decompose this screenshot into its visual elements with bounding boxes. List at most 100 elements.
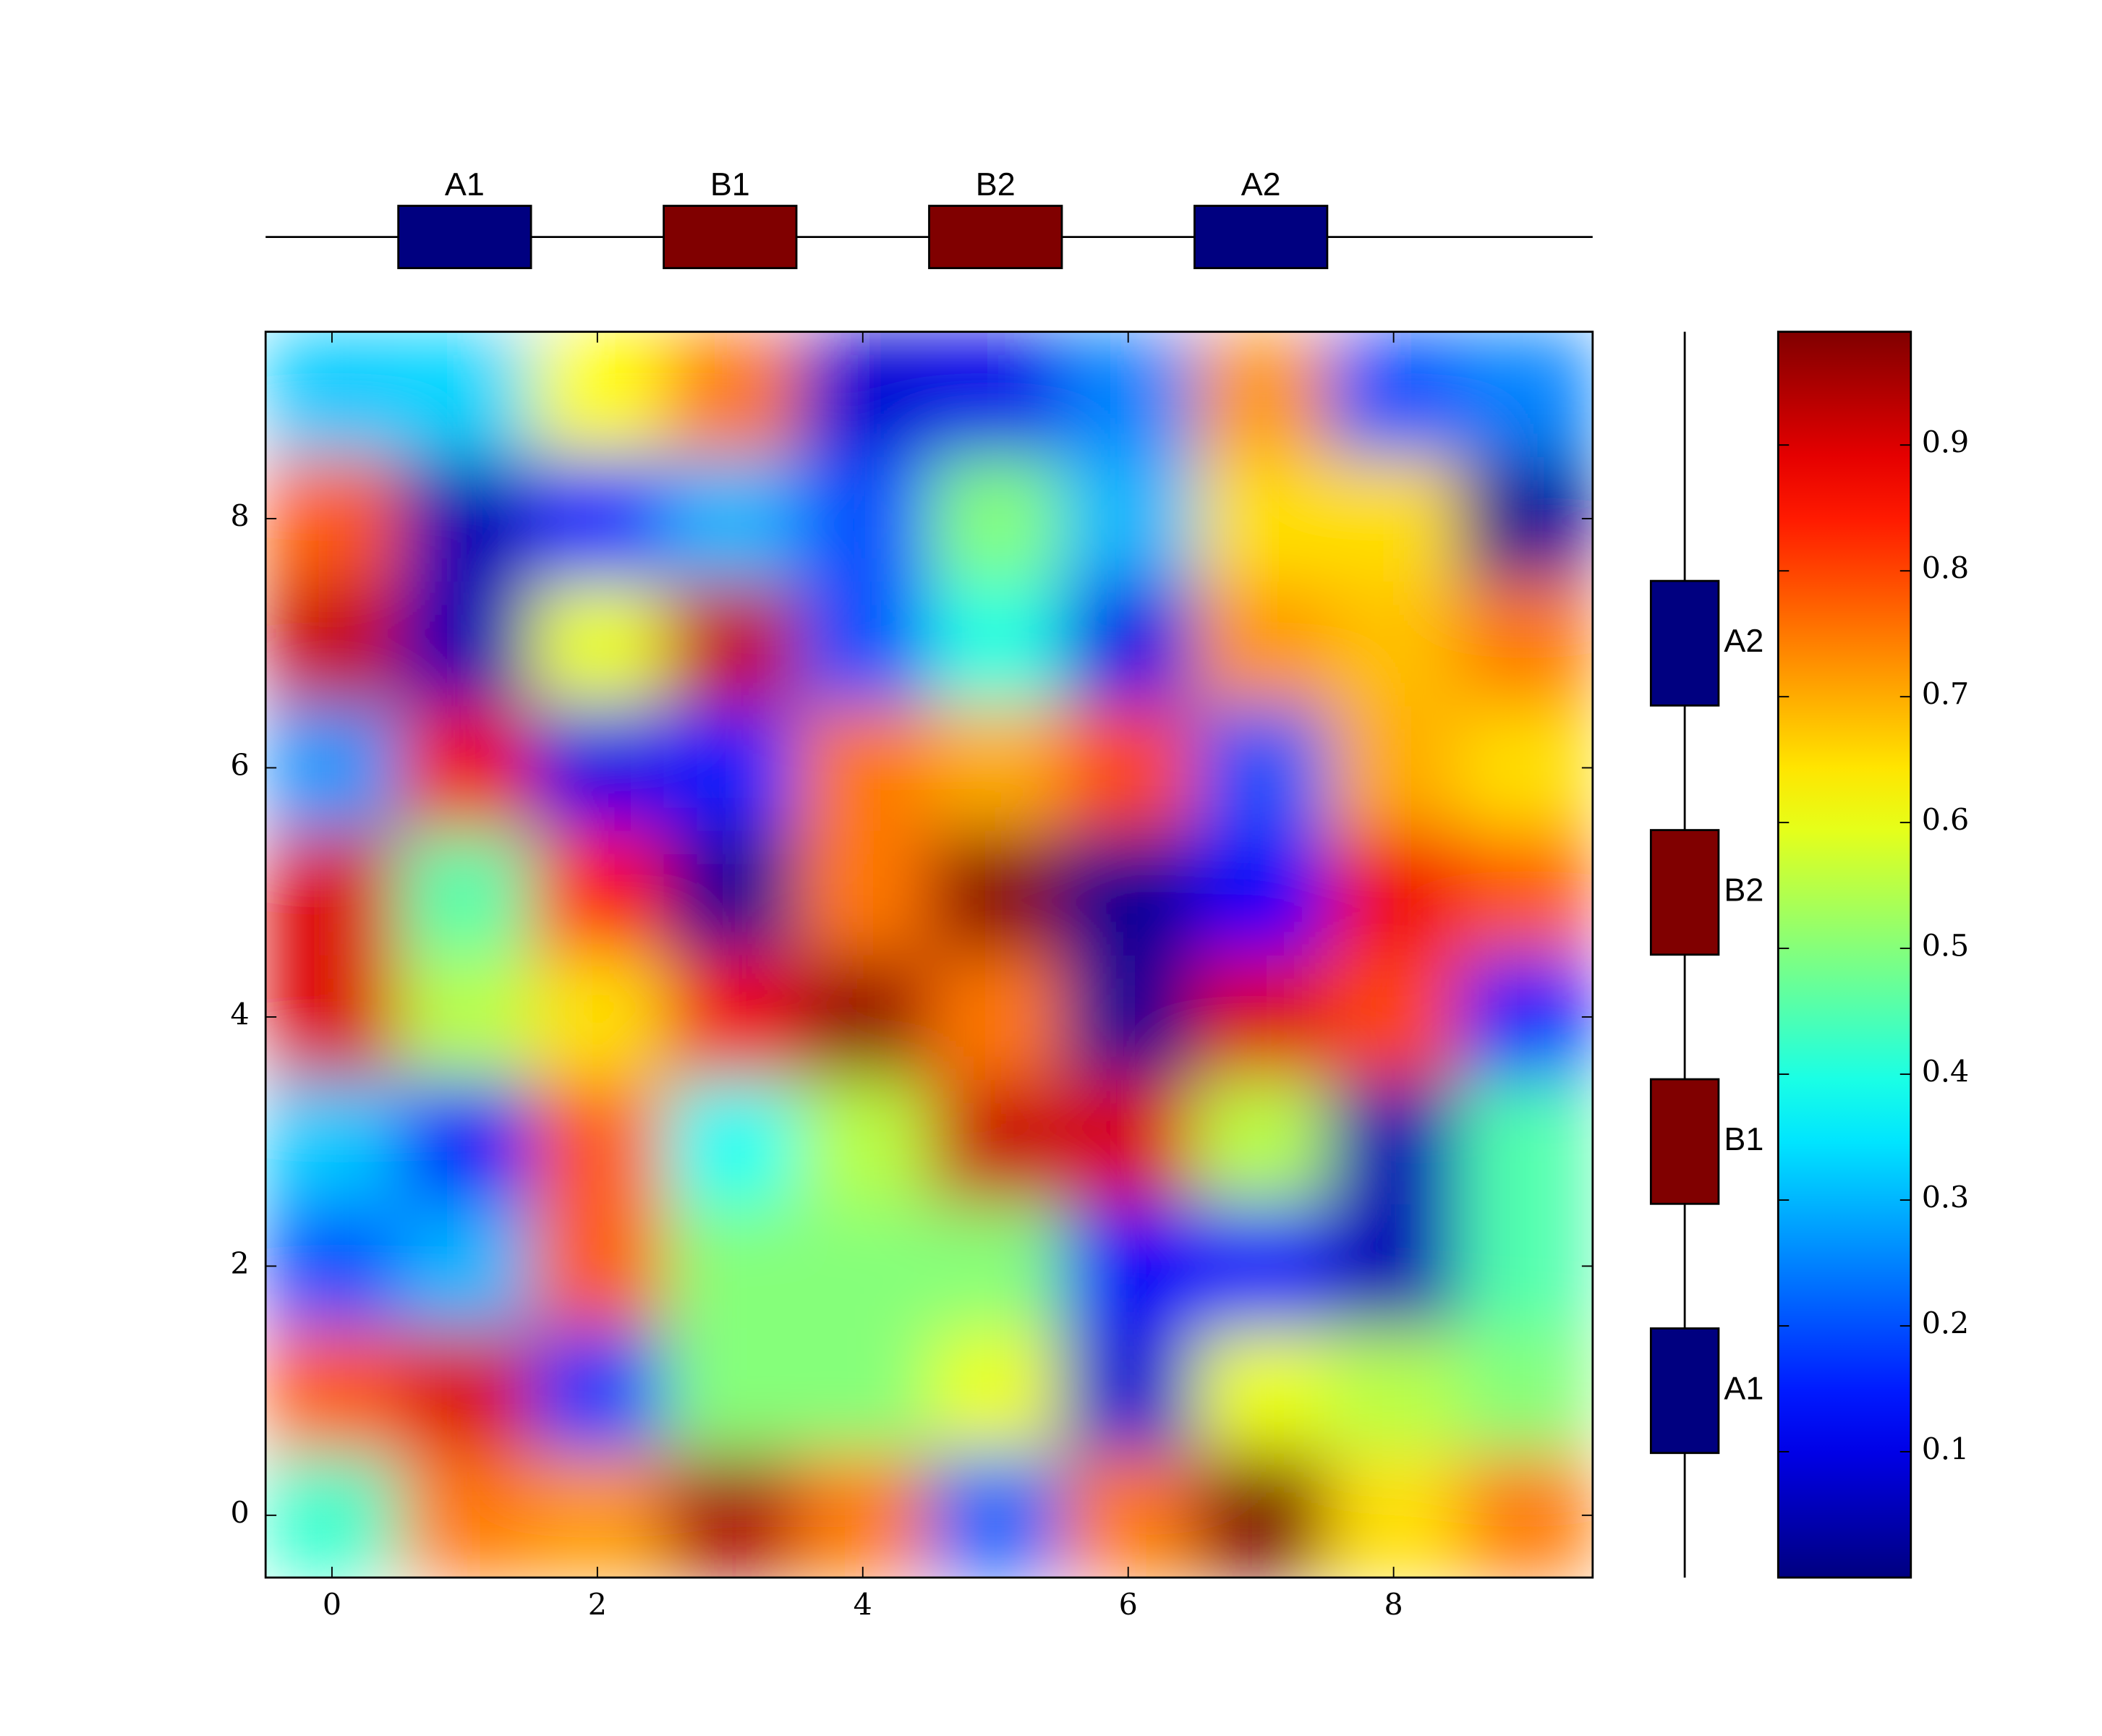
heat-cell [796,581,930,707]
right-segment-label: B1 [1724,1120,1763,1157]
right-segment-label: A2 [1724,622,1763,659]
heat-cell [398,1452,532,1578]
heat-cell [1194,456,1328,582]
overlay: 0 2 4 6 8 0 2 4 6 8 A1 A1 B1 B1 B2 B2 A2 A2 0.1 0.2 0.3 0.4 0.… [231,166,1970,1622]
heat-cell [265,1204,399,1329]
heat-cell [1061,1328,1196,1454]
heat-cell [929,1452,1063,1578]
right-segment [1649,1078,1720,1205]
heat-cell [398,954,532,1080]
heat-cell [265,1079,399,1205]
heat-cell [929,331,1063,457]
x-tick-label: 6 [1119,1588,1138,1622]
heat-cell [531,1328,665,1454]
y-tick-label: 2 [231,1246,250,1281]
heat-cell [663,331,797,457]
axes-frame [264,331,1594,1579]
heat-cell [531,581,665,707]
heat-cell [531,1204,665,1329]
heat-cell [531,456,665,582]
top-segment-label: B1 [710,166,750,203]
heat-cell [663,1452,797,1578]
heat-cell [663,954,797,1080]
heat-cell [929,954,1063,1080]
y-tick-label: 8 [231,499,250,534]
heat-cell [1061,1079,1196,1205]
heat-cell [398,456,532,582]
heat-cell [398,331,532,457]
heat-cell [1061,1204,1196,1329]
heat-cell [265,1328,399,1454]
heat-cell [929,581,1063,707]
heat-cell [531,1079,665,1205]
heat-cell [1327,331,1461,457]
heat-cell [398,1328,532,1454]
heat-cell [929,1079,1063,1205]
heat-cell [929,456,1063,582]
heatmap-area [265,331,1593,1578]
heat-cell [796,954,930,1080]
top-segment [397,205,532,270]
heat-cell [265,1452,399,1578]
heat-cell [796,1452,930,1578]
heat-cell [796,456,930,582]
heat-cell [663,705,797,831]
right-segment [1649,829,1720,956]
heat-cell [929,705,1063,831]
heat-cell [398,1079,532,1205]
colorbar-tick-label: 0.1 [1922,1431,1969,1466]
heat-cell [1327,954,1461,1080]
heat-cell [398,581,532,707]
heat-cell [265,456,399,582]
heat-cell [1061,581,1196,707]
colorbar-tick-label: 0.8 [1922,551,1969,586]
top-segment-label: A2 [1241,166,1281,203]
colorbar [1777,331,1912,1579]
top-segment-label: B2 [976,166,1016,203]
heat-cell [1460,1204,1593,1329]
heat-cell [663,1079,797,1205]
heat-cell [1061,954,1196,1080]
heat-cell [796,705,930,831]
x-tick-label: 0 [323,1588,341,1622]
heat-cell [1327,456,1461,582]
heat-cell [1194,954,1328,1080]
heat-cell [1460,456,1593,582]
heat-cell [265,331,399,457]
heat-cell [1460,331,1593,457]
heat-cell [265,830,399,956]
heat-cell [1194,1328,1328,1454]
top-segment [1193,205,1329,270]
heat-cell [1327,1079,1461,1205]
heat-cell [796,1079,930,1205]
heat-cell [1194,1452,1328,1578]
heat-cell [1194,705,1328,831]
heat-cell [1460,1452,1593,1578]
heat-cell [1327,1452,1461,1578]
heat-cell [265,705,399,831]
heat-cell [796,1328,930,1454]
heat-cell [663,456,797,582]
right-segment [1649,579,1720,707]
heat-cell [1460,705,1593,831]
colorbar-tick-label: 0.7 [1922,677,1969,712]
y-tick-label: 4 [231,997,250,1031]
colorbar-tick-label: 0.6 [1922,803,1969,838]
heat-cell [929,830,1063,956]
colorbar-tick-label: 0.9 [1922,425,1969,460]
heat-cell [663,1328,797,1454]
heat-cell [663,1204,797,1329]
colorbar-tick-label: 0.5 [1922,929,1969,963]
heat-cell [663,581,797,707]
heat-cell [1327,705,1461,831]
right-segment [1649,1327,1720,1455]
heat-cell [1327,1328,1461,1454]
colorbar-tick-label: 0.2 [1922,1306,1969,1341]
x-tick-label: 2 [588,1588,607,1622]
heat-cell [796,1204,930,1329]
heat-cell [531,1452,665,1578]
colorbar-tick-label: 0.4 [1922,1055,1969,1089]
right-segment-label: A1 [1724,1369,1763,1406]
